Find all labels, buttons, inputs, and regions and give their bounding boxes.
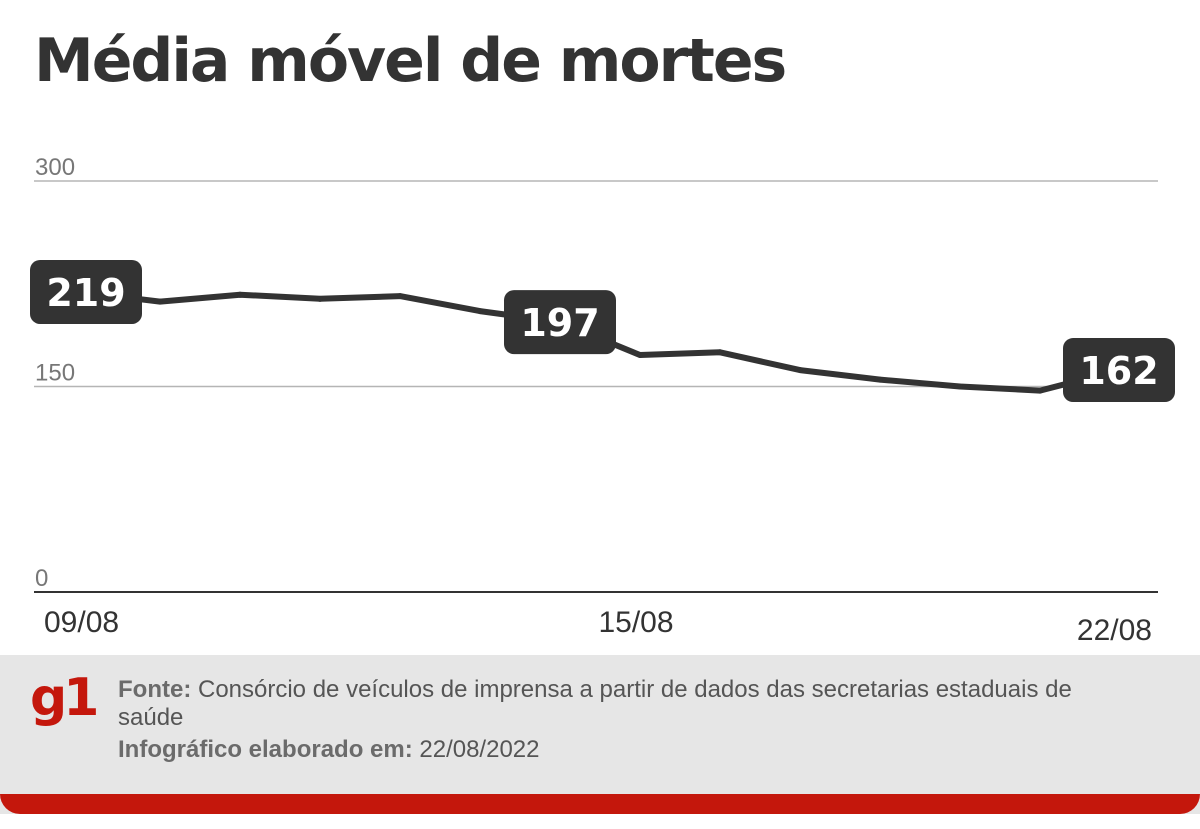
credit-date: 22/08/2022 <box>419 736 540 763</box>
data-point <box>237 291 243 298</box>
credit-note: Infográfico elaborado em: 22/08/2022 <box>118 736 1118 764</box>
data-point <box>637 351 643 358</box>
data-labels: 219 197 162 <box>30 259 1175 403</box>
line-chart: 0 150 300 219 197 162 09/08 15/08 22/08 <box>30 154 1175 647</box>
data-label-box <box>1063 338 1175 403</box>
data-label-text: 162 <box>1079 349 1158 393</box>
y-tick-label: 300 <box>35 154 75 181</box>
x-tick-labels: 09/08 15/08 22/08 <box>44 606 1152 647</box>
source-text: Consórcio de veículos de imprensa a part… <box>118 676 1072 731</box>
data-point <box>397 293 403 300</box>
y-tick-label: 0 <box>35 565 48 592</box>
data-point <box>877 376 883 383</box>
data-point <box>717 349 723 356</box>
data-label-162: 162 <box>1063 338 1175 403</box>
data-label-box <box>504 290 616 355</box>
data-point <box>477 308 483 315</box>
data-label-219: 219 <box>30 259 142 324</box>
g1-logo: g1 <box>30 668 99 728</box>
footer-accent-bar <box>0 794 1200 814</box>
data-point <box>957 383 963 390</box>
data-label-box <box>30 259 142 324</box>
source-note: Fonte: Consórcio de veículos de imprensa… <box>118 676 1118 732</box>
chart-title: Média móvel de mortes <box>34 26 787 96</box>
y-tick-label: 150 <box>35 360 75 387</box>
source-label: Fonte: <box>118 676 192 703</box>
x-tick-label: 15/08 <box>598 606 673 639</box>
x-tick-label: 22/08 <box>1077 614 1152 647</box>
data-point <box>1037 387 1043 394</box>
data-point <box>157 298 163 305</box>
data-label-197: 197 <box>504 290 616 355</box>
data-point <box>317 295 323 302</box>
data-label-text: 219 <box>46 271 125 315</box>
credit-label: Infográfico elaborado em: <box>118 736 413 763</box>
y-tick-labels: 0 150 300 <box>35 154 75 592</box>
x-tick-label: 09/08 <box>44 606 119 639</box>
data-point <box>797 367 803 374</box>
data-label-text: 197 <box>520 301 599 345</box>
